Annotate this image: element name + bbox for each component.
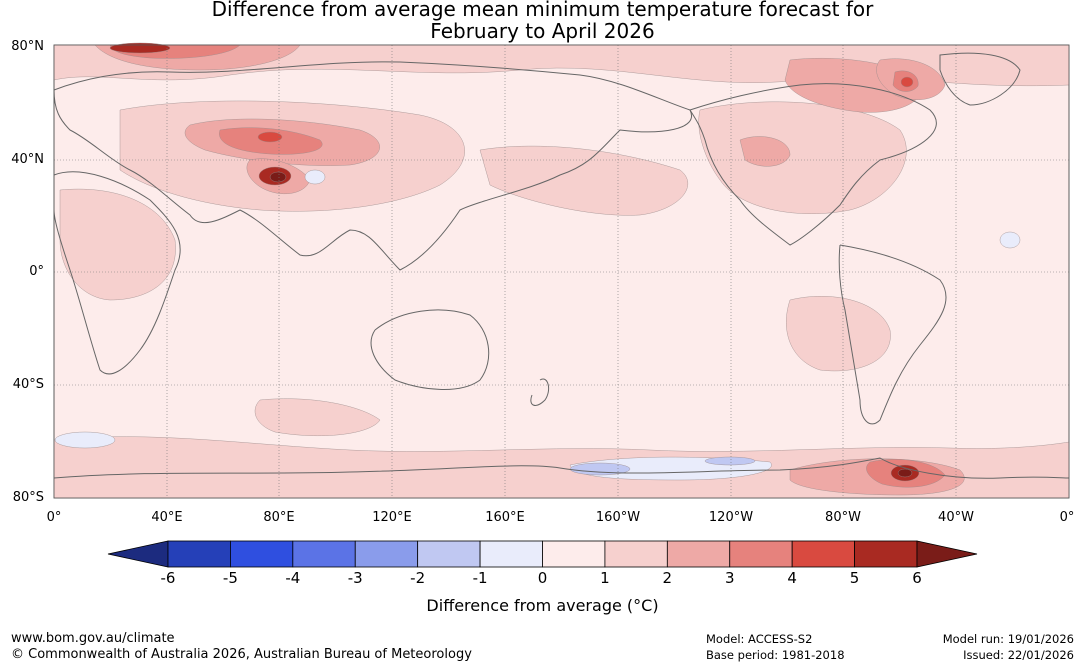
colorbar-segment bbox=[479, 540, 543, 568]
colorbar-tick-label: -5 bbox=[222, 569, 238, 587]
footer-copyright: © Commonwealth of Australia 2026, Austra… bbox=[11, 647, 472, 662]
longitude-label-120w: 120°W bbox=[708, 510, 754, 525]
longitude-label-120e: 120°E bbox=[372, 510, 412, 525]
colorbar-segment bbox=[542, 540, 606, 568]
colorbar-label: Difference from average (°C) bbox=[426, 596, 659, 615]
anomaly-shading bbox=[53, 42, 1070, 499]
anomaly-spot-greenland bbox=[900, 76, 914, 88]
anomaly-spot-ross-sea-east bbox=[704, 456, 756, 466]
graticule bbox=[54, 45, 1069, 498]
anomaly-zone-north-pacific bbox=[479, 145, 688, 216]
colorbar-tick-label: 1 bbox=[600, 569, 610, 587]
colorbar-tick-label: 5 bbox=[849, 569, 860, 587]
colorbar-tick-label: -1 bbox=[472, 569, 488, 587]
map-title-line-1: Difference from average mean minimum tem… bbox=[211, 0, 874, 21]
footer-model: Model: ACCESS-S2 bbox=[706, 632, 813, 646]
colorbar-extend-high bbox=[916, 540, 978, 568]
colorbar-tick-label: 0 bbox=[537, 569, 548, 587]
colorbar-tick-label: 2 bbox=[662, 569, 673, 587]
colorbar-tick-label: -6 bbox=[160, 569, 176, 587]
anomaly-spot-central-asia bbox=[257, 131, 283, 143]
longitude-label-80e: 80°E bbox=[263, 510, 295, 525]
footer-issued: Issued: 22/01/2026 bbox=[963, 648, 1074, 662]
longitude-label-0-west: 0° bbox=[46, 510, 62, 525]
colorbar-segment bbox=[791, 540, 855, 568]
colorbar-tick-label: 4 bbox=[787, 569, 797, 587]
map-title-line-2: February to April 2026 bbox=[430, 19, 655, 43]
coastline-greenland bbox=[939, 52, 1021, 106]
colorbar-segment bbox=[417, 540, 481, 568]
coastline-africa bbox=[53, 171, 181, 375]
longitude-label-160w: 160°W bbox=[595, 510, 641, 525]
coastline-south-america bbox=[838, 244, 947, 425]
longitude-label-40w: 40°W bbox=[938, 510, 974, 525]
colorbar-segment bbox=[666, 540, 731, 568]
colorbar-segment bbox=[292, 540, 356, 568]
anomaly-spot-south-atlantic bbox=[54, 431, 116, 449]
colorbar-segment bbox=[604, 540, 668, 568]
anomaly-spot-antarctic-core bbox=[897, 468, 913, 478]
latitude-label-40s: 40°S bbox=[12, 377, 44, 392]
coastline-antarctica bbox=[53, 457, 1070, 479]
latitude-label-40n: 40°N bbox=[11, 152, 44, 167]
colorbar-extend-low bbox=[107, 540, 169, 568]
colorbar-segment bbox=[230, 540, 294, 568]
latitude-label-80n: 80°N bbox=[11, 39, 44, 54]
anomaly-spot-tibet-core bbox=[269, 171, 287, 183]
coastline-new-zealand bbox=[530, 378, 550, 406]
anomaly-spot-tibet-cool bbox=[304, 169, 326, 185]
anomaly-zone-north-america-east bbox=[739, 136, 791, 167]
coastline-north-america bbox=[689, 83, 937, 246]
anomaly-spot-atlantic bbox=[999, 231, 1021, 249]
latitude-label-equator: 0° bbox=[29, 264, 44, 279]
colorbar-tick-label: -2 bbox=[410, 569, 426, 587]
longitude-label-160e: 160°E bbox=[485, 510, 525, 525]
footer-model-run: Model run: 19/01/2026 bbox=[942, 632, 1074, 646]
coastline-australia bbox=[370, 309, 490, 390]
colorbar-tick-label: -4 bbox=[285, 569, 301, 587]
anomaly-zone-south-ocean-west bbox=[254, 398, 381, 436]
coastlines bbox=[53, 52, 1070, 479]
anomaly-zone-south-pacific bbox=[786, 296, 891, 372]
longitude-label-40e: 40°E bbox=[151, 510, 183, 525]
colorbar-tick-label: 6 bbox=[912, 569, 922, 587]
colorbar-segment bbox=[729, 540, 793, 568]
footer-base-period: Base period: 1981-2018 bbox=[706, 648, 845, 662]
longitude-label-80w: 80°W bbox=[825, 510, 861, 525]
colorbar-tick-label: -3 bbox=[347, 569, 363, 587]
anomaly-spot-siberia bbox=[109, 42, 171, 54]
colorbar-segment bbox=[167, 540, 231, 568]
footer-website: www.bom.gov.au/climate bbox=[11, 631, 175, 646]
map-frame bbox=[53, 44, 1070, 499]
coastline-eurasia bbox=[53, 61, 693, 271]
colorbar bbox=[107, 540, 978, 568]
colorbar-segment bbox=[854, 540, 918, 568]
longitude-label-0-east: 0° bbox=[1059, 510, 1075, 525]
colorbar-tick-label: 3 bbox=[724, 569, 735, 587]
latitude-label-80s: 80°S bbox=[12, 490, 44, 505]
colorbar-segment bbox=[354, 540, 419, 568]
